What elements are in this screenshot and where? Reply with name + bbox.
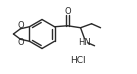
- Text: O: O: [17, 38, 24, 47]
- Text: HCl: HCl: [70, 56, 86, 65]
- Text: O: O: [17, 21, 24, 30]
- Text: HN: HN: [78, 38, 90, 47]
- Text: O: O: [64, 7, 71, 16]
